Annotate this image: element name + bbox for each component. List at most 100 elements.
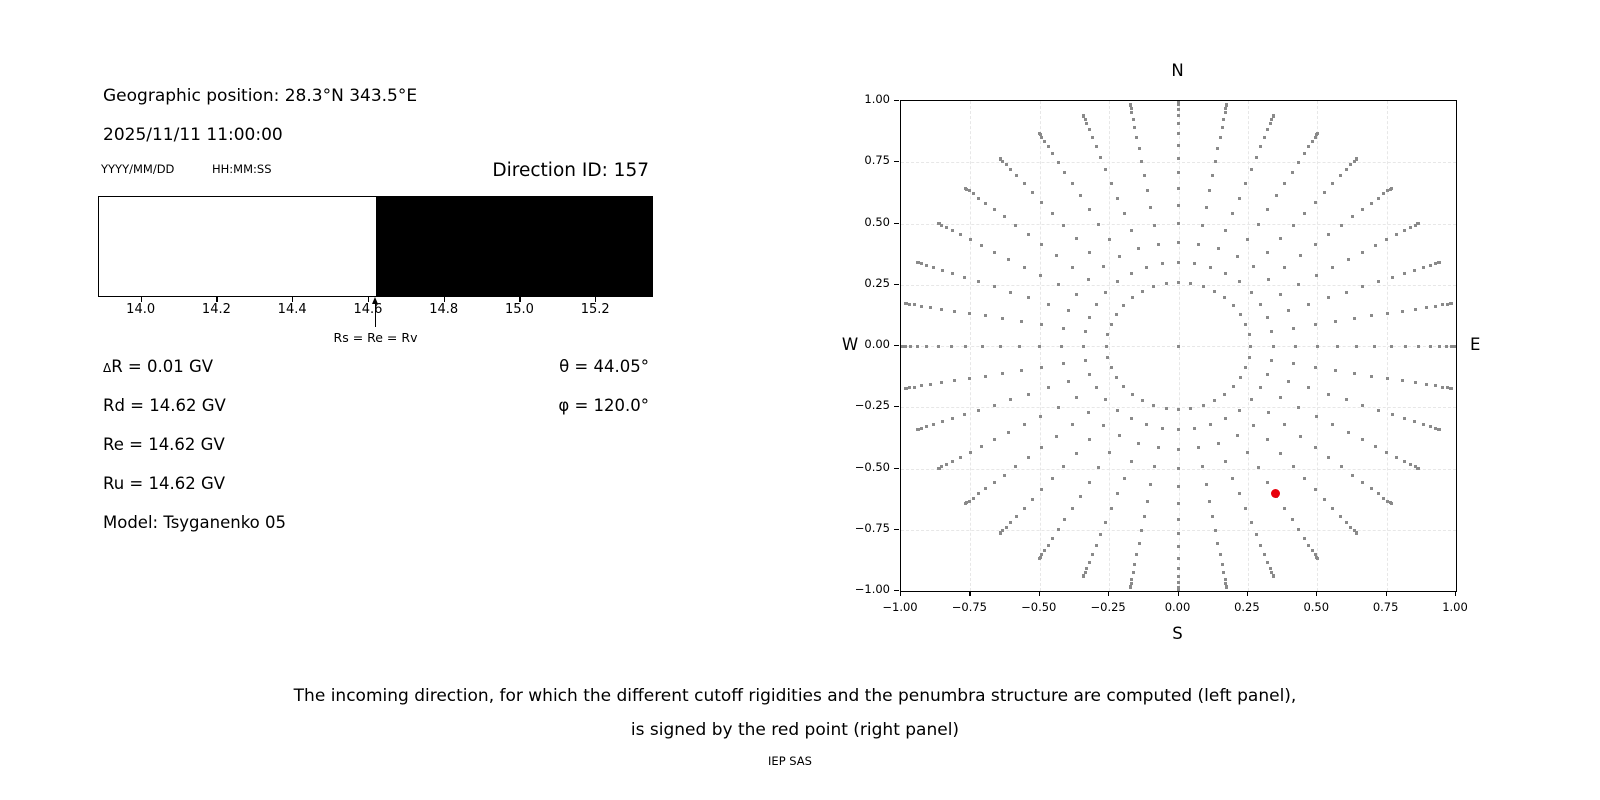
- grid-dot: [940, 307, 944, 311]
- grid-dot: [1224, 229, 1228, 233]
- grid-dot: [1099, 533, 1103, 537]
- grid-dot: [984, 201, 988, 205]
- grid-dot: [1129, 417, 1133, 421]
- grid-dot: [1066, 379, 1070, 383]
- grid-dot: [1061, 362, 1065, 366]
- grid-dot: [1177, 103, 1180, 107]
- grid-dot: [1142, 173, 1146, 177]
- grid-dot: [1246, 450, 1250, 454]
- grid-dot: [908, 344, 912, 348]
- grid-dot: [1314, 414, 1318, 418]
- grid-dot: [977, 492, 981, 496]
- grid-dot: [1213, 529, 1217, 533]
- grid-dot: [1249, 520, 1253, 524]
- grid-dot: [1249, 168, 1253, 172]
- grid-dot: [1087, 411, 1091, 415]
- grid-dot: [1040, 553, 1044, 557]
- grid-dot: [1370, 314, 1374, 318]
- grid-dot: [1271, 114, 1275, 118]
- grid-dot: [1224, 106, 1228, 110]
- grid-dot: [1220, 563, 1224, 567]
- grid-dot: [1056, 405, 1060, 409]
- grid-dot: [1040, 445, 1044, 449]
- grid-dot: [1259, 145, 1263, 149]
- grid-dot: [1063, 518, 1067, 522]
- grid-dot: [1118, 434, 1122, 438]
- x-tick-label: 0.00: [1164, 600, 1191, 614]
- grid-dot: [1351, 215, 1355, 219]
- grid-dot: [1271, 344, 1275, 348]
- grid-dot: [1424, 305, 1428, 309]
- gridline-horizontal: [901, 529, 1456, 531]
- grid-dot: [1314, 274, 1318, 278]
- penumbra-tick-label: 14.4: [277, 302, 307, 317]
- grid-dot: [1042, 549, 1046, 553]
- grid-dot: [1404, 344, 1408, 348]
- grid-dot: [1056, 160, 1060, 164]
- grid-dot: [1433, 261, 1437, 265]
- grid-dot: [1177, 574, 1180, 578]
- grid-dot: [1413, 381, 1417, 385]
- grid-dot: [1402, 417, 1406, 421]
- grid-dot: [977, 196, 981, 200]
- grid-dot: [1218, 135, 1222, 139]
- grid-dot: [1287, 379, 1291, 383]
- grid-dot: [903, 301, 907, 305]
- grid-dot: [1417, 344, 1421, 348]
- grid-dot: [1247, 355, 1251, 359]
- grid-dot: [1007, 257, 1011, 261]
- grid-dot: [1082, 574, 1086, 578]
- grid-dot: [1129, 459, 1133, 463]
- grid-dot: [1070, 507, 1074, 511]
- grid-dot: [1061, 326, 1065, 330]
- y-tick-label: 0.50: [864, 214, 890, 229]
- grid-dot: [903, 387, 907, 391]
- grid-dot: [1177, 171, 1180, 175]
- y-tick-label: 0.75: [864, 153, 890, 168]
- penumbra-tick: [292, 297, 294, 302]
- grid-dot: [1075, 396, 1079, 400]
- grid-dot: [1109, 366, 1113, 370]
- grid-dot: [1129, 271, 1133, 275]
- grid-dot: [1244, 322, 1248, 326]
- grid-dot: [1351, 473, 1355, 477]
- grid-dot: [1232, 385, 1236, 389]
- grid-dot: [1376, 408, 1380, 412]
- penumbra-forbidden-region: [375, 197, 652, 296]
- grid-dot: [1263, 135, 1267, 139]
- grid-dot: [1327, 455, 1331, 459]
- x-tick: [1038, 591, 1040, 596]
- y-tick: [894, 161, 899, 163]
- grid-dot: [1428, 425, 1432, 429]
- grid-dot: [998, 156, 1002, 160]
- grid-dot: [944, 462, 948, 466]
- grid-dot: [1361, 250, 1365, 254]
- grid-dot: [1238, 196, 1241, 200]
- grid-dot: [1066, 309, 1070, 313]
- grid-dot: [1231, 212, 1235, 216]
- grid-dot: [1094, 145, 1098, 149]
- grid-dot: [1297, 405, 1301, 409]
- grid-dot: [1022, 507, 1026, 511]
- grid-dot: [907, 302, 911, 306]
- grid-dot: [1437, 344, 1441, 348]
- grid-dot: [1225, 103, 1229, 107]
- x-tick: [1455, 591, 1457, 596]
- grid-dot: [1313, 243, 1317, 247]
- grid-dot: [1224, 271, 1228, 275]
- grid-dot: [951, 271, 955, 275]
- grid-dot: [1385, 450, 1389, 454]
- grid-dot: [929, 383, 933, 387]
- grid-dot: [1344, 290, 1348, 294]
- grid-dot: [1009, 398, 1013, 402]
- grid-dot: [1027, 392, 1031, 396]
- grid-dot: [1254, 155, 1258, 159]
- grid-dot: [1115, 196, 1119, 200]
- grid-dot: [1070, 181, 1074, 185]
- grid-dot: [925, 425, 929, 429]
- grid-dot: [968, 450, 972, 454]
- grid-dot: [1249, 398, 1253, 402]
- grid-dot: [1078, 194, 1082, 198]
- grid-dot: [1394, 233, 1398, 237]
- compass-west-label: W: [841, 335, 859, 354]
